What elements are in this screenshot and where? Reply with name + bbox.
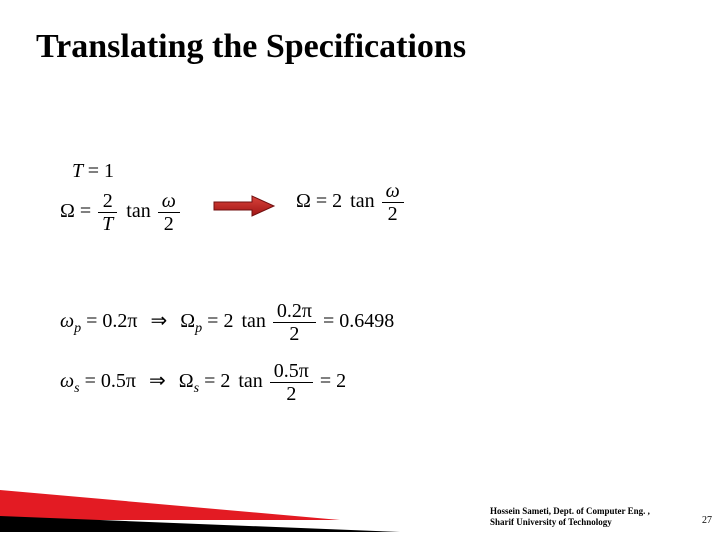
equals: = <box>204 370 220 392</box>
implies: ⇒ <box>149 370 166 392</box>
var-T: T <box>72 160 83 182</box>
equals: = <box>85 370 101 392</box>
equals: = <box>88 160 104 182</box>
var-Omega: Ω <box>60 200 75 222</box>
var-omega: ω <box>60 370 74 392</box>
equals: = <box>316 190 332 212</box>
equation-wp: ωp = 0.2π ⇒ Ωp = 2 tan 0.2π 2 = 0.6498 <box>60 300 394 345</box>
equation-general: Ω = 2 T tan ω 2 <box>60 190 182 235</box>
frac-wp: 0.2π 2 <box>273 300 316 345</box>
frac-omega-over-2: ω 2 <box>382 180 404 225</box>
tan: tan <box>126 200 150 222</box>
val-out: 0.6498 <box>339 310 394 332</box>
equation-simplified: Ω = 2 tan ω 2 <box>296 180 406 225</box>
var-omega: ω <box>60 310 74 332</box>
two: 2 <box>223 310 233 332</box>
equation-t-equals-1: T = 1 <box>72 160 114 183</box>
tan: tan <box>350 190 374 212</box>
val-out: 2 <box>336 370 346 392</box>
footer-line1: Hossein Sameti, Dept. of Computer Eng. , <box>490 506 650 516</box>
footer-line2: Sharif University of Technology <box>490 517 612 527</box>
arrow-icon <box>212 192 272 216</box>
two: 2 <box>332 190 342 212</box>
tan: tan <box>238 370 262 392</box>
equation-ws: ωs = 0.5π ⇒ Ωs = 2 tan 0.5π 2 = 2 <box>60 360 346 405</box>
val-1: 1 <box>104 160 114 182</box>
frac-omega-over-2: ω 2 <box>158 190 180 235</box>
implies: ⇒ <box>151 310 168 332</box>
equals: = <box>207 310 223 332</box>
var-Omega: Ω <box>180 310 195 332</box>
sub-p: p <box>74 321 81 336</box>
slide-title: Translating the Specifications <box>36 28 466 66</box>
val-in: 0.2π <box>102 310 137 332</box>
two: 2 <box>220 370 230 392</box>
equals: = <box>80 200 96 222</box>
frac-2-over-T: 2 T <box>98 190 117 235</box>
frac-ws: 0.5π 2 <box>270 360 313 405</box>
val-in: 0.5π <box>101 370 136 392</box>
var-Omega: Ω <box>179 370 194 392</box>
page-number: 27 <box>702 515 712 526</box>
sub-s2: s <box>194 381 199 396</box>
footer-text: Hossein Sameti, Dept. of Computer Eng. ,… <box>490 506 650 528</box>
tan: tan <box>241 310 265 332</box>
sub-s: s <box>74 381 79 396</box>
equals: = <box>86 310 102 332</box>
sub-p2: p <box>195 321 202 336</box>
equals: = <box>323 310 339 332</box>
var-Omega: Ω <box>296 190 311 212</box>
equals: = <box>320 370 336 392</box>
